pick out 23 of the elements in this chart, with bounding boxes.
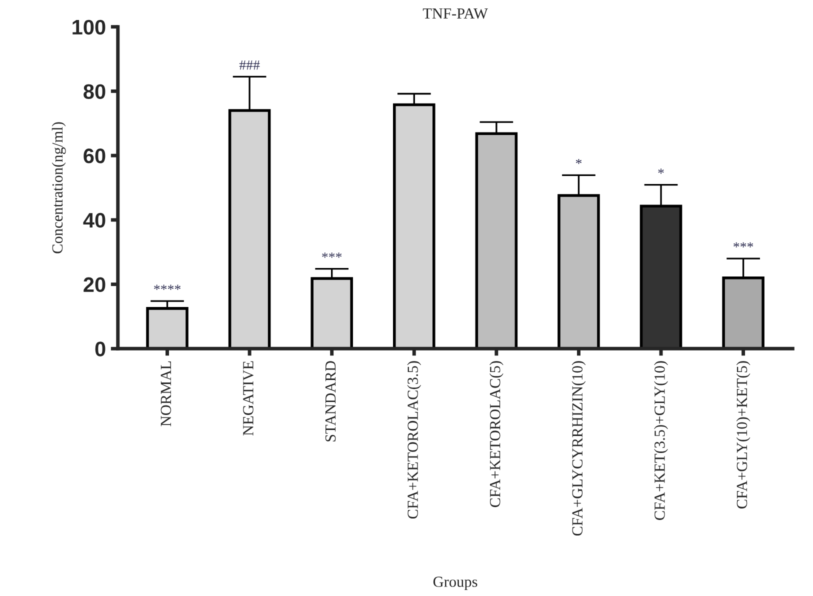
- y-tick-label: 20: [84, 277, 106, 292]
- x-tick-label: CFA+KETOROLAC(5): [490, 361, 504, 508]
- x-tick-label: CFA+GLYCYRRHIZIN(10): [572, 361, 586, 536]
- data-label: ###: [239, 60, 260, 70]
- x-tick-label: CFA+GLY(10)+KET(5): [736, 361, 750, 508]
- x-tick-label: CFA+KET(3.5)+GLY(10): [654, 361, 668, 520]
- y-tick-label: 80: [84, 84, 106, 99]
- data-label: ***: [322, 252, 342, 258]
- y-tick-label: 60: [84, 148, 106, 164]
- x-tick-label: NEGATIVE: [243, 361, 254, 436]
- data-label: *: [658, 168, 664, 174]
- x-axis-title: Groups: [433, 576, 478, 590]
- x-tick-label: NORMAL: [160, 361, 172, 426]
- data-label: ***: [734, 242, 754, 248]
- data-label: ****: [154, 284, 180, 290]
- x-tick-label: CFA+KETOROLAC(3.5): [407, 361, 422, 519]
- y-tick-label: 0: [95, 342, 106, 356]
- x-tick-label: STANDARD: [325, 361, 336, 442]
- data-label: *: [576, 158, 582, 164]
- y-tick-label: 100: [72, 20, 106, 35]
- y-axis-title: Concentration(ng/ml): [52, 122, 66, 254]
- y-tick-label: 40: [83, 212, 106, 228]
- chart-title: TNF-PAW: [422, 8, 488, 19]
